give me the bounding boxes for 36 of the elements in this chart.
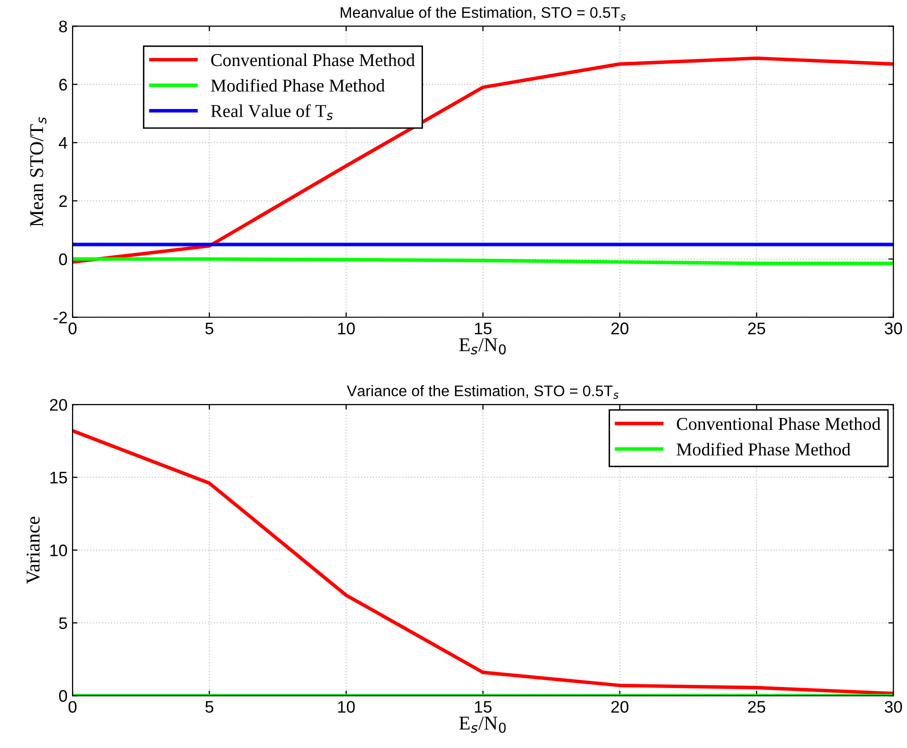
y-tick-label: 4 bbox=[58, 137, 68, 149]
x-tick-label: 15 bbox=[474, 322, 492, 334]
x-tick-label: 5 bbox=[205, 322, 214, 334]
x-axis-title: E$_{s}$/N$_{0}$ bbox=[459, 716, 506, 733]
legend-label: Conventional Phase Method bbox=[211, 53, 415, 66]
x-tick-label: 25 bbox=[748, 322, 766, 334]
x-tick-label: 0 bbox=[68, 700, 77, 713]
y-tick-label: 5 bbox=[59, 617, 67, 630]
legend-label: Real Value of T$_{s}$ bbox=[210, 104, 333, 120]
y-tick-label: -2 bbox=[54, 312, 67, 324]
x-tick-label: 25 bbox=[748, 700, 766, 713]
y-axis-title: Mean STO/T$_{s}$ bbox=[30, 117, 46, 227]
x-tick-label: 0 bbox=[68, 322, 77, 334]
x-tick-label: 20 bbox=[611, 700, 628, 713]
x-tick-label: 10 bbox=[338, 322, 355, 334]
x-tick-label: 30 bbox=[884, 700, 902, 713]
y-tick-label: 0 bbox=[59, 690, 68, 702]
x-tick-label: 30 bbox=[884, 322, 902, 334]
legend-label: Modified Phase Method bbox=[676, 442, 850, 456]
x-tick-label: 20 bbox=[611, 322, 628, 334]
y-tick-label: 15 bbox=[50, 472, 67, 484]
y-tick-label: 6 bbox=[59, 78, 67, 91]
legend-label: Conventional Phase Method bbox=[676, 417, 881, 430]
x-tick-label: 10 bbox=[338, 700, 355, 713]
x-tick-label: 5 bbox=[205, 701, 214, 713]
y-tick-label: 2 bbox=[59, 195, 67, 207]
y-axis-title: Variance bbox=[26, 516, 40, 584]
legend-label: Modified Phase Method bbox=[210, 78, 385, 92]
y-tick-label: 10 bbox=[50, 544, 68, 556]
y-tick-label: 20 bbox=[50, 398, 68, 411]
y-tick-label: 8 bbox=[59, 20, 67, 32]
chart-title: Meanvalue of the Estimation, STO = 0.5T$_{s}$ bbox=[340, 6, 626, 20]
x-axis-title: E$_{s}$/N$_{0}$ bbox=[459, 338, 506, 355]
x-tick-label: 15 bbox=[474, 701, 492, 713]
chart-title: Variance of the Estimation, STO = 0.5T$_{s}$ bbox=[346, 385, 618, 399]
y-tick-label: 0 bbox=[59, 253, 68, 266]
